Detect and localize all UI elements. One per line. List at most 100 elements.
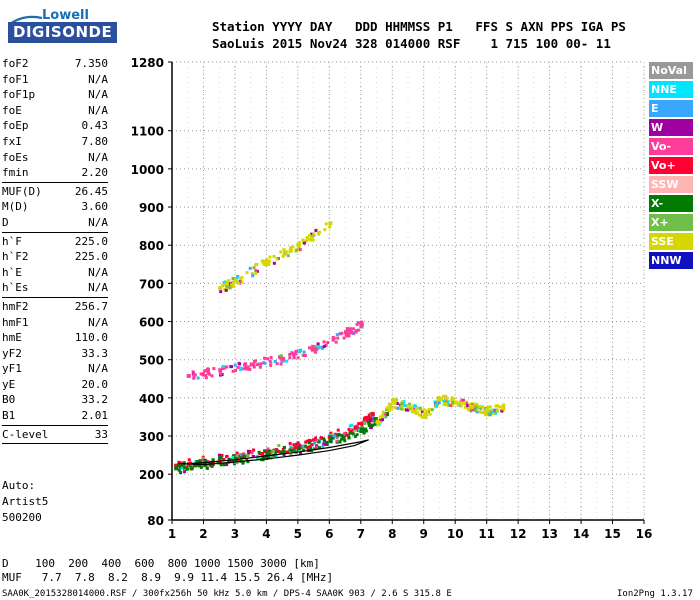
legend-item: NNE [649,81,693,98]
param-value: N/A [88,103,108,117]
legend-item: SSW [649,176,693,193]
echo-point [435,404,439,408]
series-point [454,400,459,405]
echo-point [400,400,404,404]
echo-point [286,254,290,258]
echo-point [177,468,181,472]
echo-point [317,345,321,349]
x-tick-label: 3 [231,527,239,541]
echo-point [285,250,289,254]
echo-point [355,433,359,437]
echo-point [324,343,328,347]
echo-point [266,456,270,460]
echo-point [259,362,263,366]
echo-point [368,416,372,420]
echo-point [422,408,426,412]
echo-point [442,394,446,398]
legend-item: X- [649,195,693,212]
echo-point [187,458,191,462]
echo-point [310,238,314,242]
echo-point [385,408,389,412]
param-value: 20.0 [81,377,109,391]
echo-point [331,436,335,440]
echo-point [463,400,467,404]
echo-point [413,410,417,414]
series-point [265,449,270,454]
echo-point [475,408,479,412]
echo-point [254,271,258,275]
echo-point [364,429,368,433]
echo-point [266,447,270,451]
echo-point [266,357,270,361]
echo-point [312,441,316,445]
echo-point [272,449,276,453]
series-point [218,368,223,373]
echo-point [502,403,506,407]
echo-point [250,272,254,276]
echo-point [222,457,226,461]
echo-point [285,450,289,454]
echo-point [351,327,355,331]
echo-point [474,405,478,409]
param-row: D N/A [2,215,108,231]
param-label: h`Es [2,281,29,295]
echo-point [217,453,221,457]
echo-point [269,356,273,360]
echo-point [292,443,296,447]
echo-point [178,464,182,468]
echo-point [365,415,369,419]
echo-point [383,412,387,416]
param-value: 0.43 [81,119,109,133]
echo-point [393,406,397,410]
series-point [202,461,207,466]
echo-point [486,405,490,409]
echo-point [302,350,306,354]
y-tick-label: 1100 [131,125,164,139]
legend-item: X+ [649,214,693,231]
echo-point [345,327,349,331]
echo-point [380,414,384,418]
echo-point [217,456,221,460]
series-point [265,452,270,457]
param-value: 33 [94,427,108,441]
echo-point [322,437,326,441]
echo-point [406,408,410,412]
echo-point [493,409,497,413]
echo-point [373,422,377,426]
polarization-legend: NoVal NNE E W Vo- Vo+ SSW X- X+ SSE NNW [649,62,693,271]
series-point [186,373,191,378]
x-tick-label: 8 [388,527,396,541]
echo-point [290,449,294,453]
echo-point [269,455,273,459]
echo-point [333,432,337,436]
echo-point [263,356,267,360]
density-profile-curve [178,439,369,466]
echo-point [290,446,294,450]
echo-point [466,404,470,408]
echo-point [314,229,318,233]
logo-top-text: Lowell [42,8,89,23]
echo-point [347,334,351,338]
echo-point [189,467,193,471]
param-label: foE [2,103,22,117]
echo-point [304,239,308,243]
echo-point [324,442,328,446]
echo-point [310,236,314,240]
echo-point [206,370,210,374]
echo-point [427,408,431,412]
echo-point [246,449,250,453]
echo-point [294,446,298,450]
echo-point [252,365,256,369]
param-row: foE N/A [2,103,108,119]
echo-point [314,350,318,354]
echo-point [291,245,295,249]
echo-point [446,400,450,404]
echo-point [483,411,487,415]
echo-point [206,367,210,371]
param-label: h`F2 [2,250,29,264]
echo-point [469,409,473,413]
echo-point [370,419,374,423]
header-line-2: SaoLuis 2015 Nov24 328 014000 RSF 1 715 … [212,36,611,51]
series-point [384,412,389,417]
y-tick-label: 900 [139,201,164,215]
